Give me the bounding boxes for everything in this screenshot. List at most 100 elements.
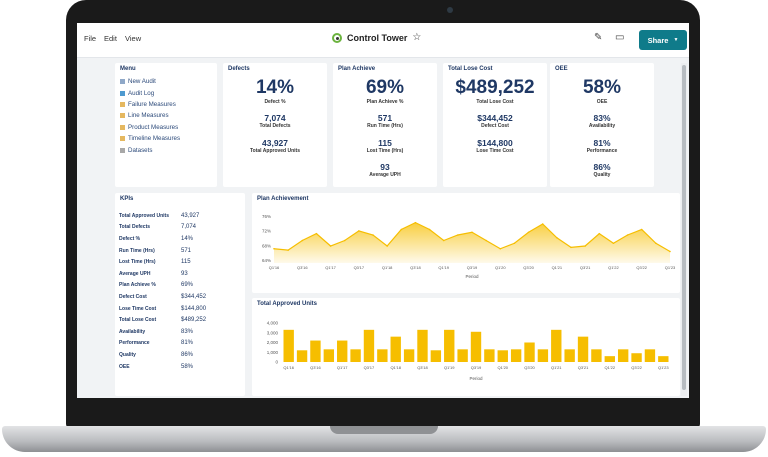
share-button[interactable]: Share ▼ — [639, 30, 687, 50]
bar — [296, 350, 308, 362]
lose-time-cost-block: $144,800 Lose Time Cost — [443, 138, 547, 154]
share-label: Share — [647, 35, 669, 45]
menu-item-label: Audit Log — [128, 89, 155, 97]
menu-file[interactable]: File — [84, 34, 97, 43]
bar — [524, 342, 535, 362]
kpi-label: Total Lose Cost — [476, 99, 514, 105]
kpi-table-row: Defect Cost $344,452 — [119, 291, 271, 303]
data-point — [485, 239, 487, 242]
kpi-value: 58% — [582, 77, 622, 98]
kpi-label: Plan Achieve % — [366, 99, 404, 105]
defect-pct-block: 14% Defect % — [223, 77, 327, 105]
data-point — [541, 223, 544, 225]
y-tick-label: 0 — [275, 360, 278, 365]
data-point — [626, 234, 629, 236]
kpi-label: Lose Time Cost — [476, 148, 514, 154]
bar — [551, 329, 562, 362]
bar — [444, 329, 455, 362]
card-title: Plan Achieve — [338, 66, 376, 72]
data-point — [527, 231, 530, 234]
x-tick-label: Q3'17 — [364, 365, 375, 370]
x-tick-label: Q3'16 — [310, 365, 321, 370]
kpi-row-value: 14% — [181, 235, 194, 242]
data-point — [556, 236, 558, 239]
bar — [323, 349, 335, 362]
edit-pencil-icon[interactable]: ✎ — [594, 32, 603, 43]
menu-item-label: Timeline Measures — [128, 135, 181, 143]
defect-cost-block: $344,452 Defect Cost — [443, 113, 547, 129]
menu-item-new-audit[interactable]: New Audit — [120, 76, 180, 87]
camera-dot — [447, 7, 453, 13]
menu-item-label: Product Measures — [128, 123, 179, 131]
menu-item-audit-log[interactable]: Audit Log — [120, 87, 180, 98]
data-point — [400, 228, 403, 231]
kpi-row-label: Lose Time Cost — [119, 305, 157, 312]
kpi-row-label: Performance — [119, 340, 150, 347]
menu-item-timeline-measures[interactable]: Timeline Measures — [120, 133, 180, 144]
data-point — [598, 232, 601, 235]
kpi-value: 86% — [593, 162, 611, 172]
kpi-table-row: Lost Time (Hrs) 115 — [119, 256, 271, 268]
data-point — [343, 239, 346, 242]
card-title: Defects — [228, 66, 250, 72]
kpi-row-value: 93 — [181, 270, 188, 277]
y-tick-label: 68% — [262, 243, 271, 248]
kpi-row-label: Availability — [119, 328, 146, 335]
kpi-row-label: Defect Cost — [119, 293, 147, 300]
x-tick-label: Q3'22 — [636, 265, 647, 270]
scrollbar-thumb[interactable] — [682, 65, 686, 390]
kpi-row-value: 83% — [181, 328, 194, 335]
menu-item-product-measures[interactable]: Product Measures — [120, 122, 180, 133]
menu-item-label: Failure Measures — [128, 100, 176, 108]
total-defects-block: 7,074 Total Defects — [223, 113, 327, 129]
x-axis-label: Period — [465, 274, 479, 279]
menu-item-line-measures[interactable]: Line Measures — [120, 110, 180, 121]
kpi-table-row: Quality 86% — [119, 349, 271, 361]
y-tick-label: 64% — [262, 258, 271, 263]
kpi-table-row: Lose Time Cost $144,800 — [119, 303, 271, 315]
kpi-table-row: OEE 58% — [119, 361, 271, 373]
x-tick-label: Q1'16 — [269, 265, 280, 270]
menu-view[interactable]: View — [125, 34, 142, 43]
bar — [470, 331, 482, 362]
x-tick-label: Q3'16 — [297, 265, 308, 270]
y-tick-label: 3,000 — [267, 330, 279, 335]
menu-edit[interactable]: Edit — [104, 34, 117, 43]
plan-achieve-card: Plan Achieve 69% Plan Achieve % 571 Run … — [333, 63, 437, 187]
menu-item-label: Datasets — [128, 146, 153, 154]
page-title: Control Tower — [347, 32, 408, 43]
menu-item-label: New Audit — [128, 78, 156, 86]
kpi-row-value: $344,452 — [181, 293, 207, 300]
y-tick-label: 76% — [262, 214, 271, 219]
performance-block: 81% Performance — [550, 138, 654, 154]
kpis-title: KPIs — [120, 196, 134, 202]
favorite-star-icon[interactable]: ☆ — [412, 32, 422, 43]
area-fill — [274, 222, 670, 263]
bar — [577, 336, 589, 362]
bar — [377, 349, 388, 362]
menu-item-datasets[interactable]: Datasets — [120, 144, 180, 155]
top-bar: File Edit View Control Tower ☆ ✎ ▭ Share… — [77, 23, 689, 58]
menu-item-failure-measures[interactable]: Failure Measures — [120, 99, 180, 110]
chart-title: Plan Achievement — [257, 196, 309, 202]
folder-icon — [120, 136, 125, 142]
plan-pct-block: 69% Plan Achieve % — [333, 77, 437, 105]
kpi-label: Total Defects — [259, 123, 291, 129]
kpi-row-label: Total Defects — [119, 224, 151, 231]
total-approved-block: 43,927 Total Approved Units — [223, 138, 327, 154]
bar — [430, 350, 442, 362]
folder-icon — [120, 101, 125, 107]
kpi-table-row: Plan Achieve % 69% — [119, 280, 271, 292]
kpi-value: 14% — [255, 77, 295, 98]
kpi-row-label: OEE — [119, 363, 130, 370]
data-point — [655, 242, 657, 245]
data-point — [287, 249, 289, 251]
present-monitor-icon[interactable]: ▭ — [615, 32, 625, 43]
data-point — [358, 230, 360, 232]
kpi-table-row: Availability 83% — [119, 326, 271, 338]
x-tick-label: Q1'16 — [283, 365, 294, 370]
x-tick-label: Q3'20 — [524, 365, 535, 370]
kpi-label: Run Time (Hrs) — [367, 123, 403, 129]
kpi-value: 69% — [365, 77, 405, 98]
x-tick-label: Q1'20 — [497, 365, 508, 370]
